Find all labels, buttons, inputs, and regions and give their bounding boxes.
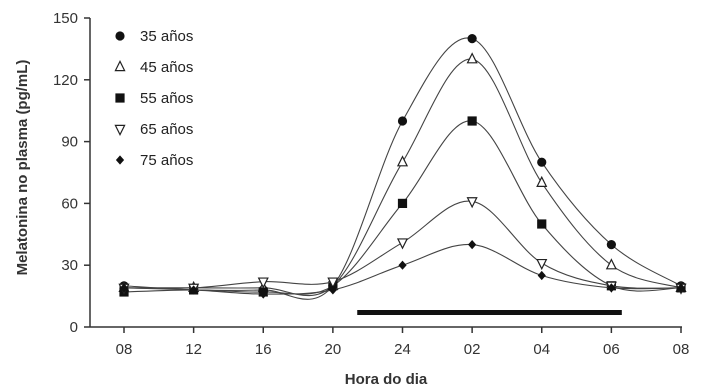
legend-item: 65 años — [114, 121, 193, 138]
data-point — [537, 157, 547, 167]
y-axis-title: Melatonina no plasma (pg/mL) — [14, 60, 31, 276]
data-point — [397, 116, 408, 126]
x-tick-label: 08 — [673, 341, 690, 358]
legend-label: 45 años — [140, 59, 193, 76]
data-point — [466, 197, 478, 209]
data-point — [119, 283, 129, 293]
y-tick-label: 0 — [70, 319, 78, 336]
data-point — [327, 277, 339, 289]
legend-label: 75 años — [140, 152, 193, 169]
data-point — [605, 258, 617, 270]
series-line — [123, 37, 682, 300]
legend-label: 55 años — [140, 90, 193, 107]
data-point — [607, 283, 616, 293]
x-axis-title: Hora do dia — [345, 371, 428, 388]
y-tick-label: 30 — [61, 257, 78, 274]
data-point — [257, 277, 269, 289]
series-line — [123, 120, 682, 295]
legend-marker — [115, 31, 125, 41]
series-5 — [119, 240, 686, 299]
y-tick-label: 120 — [53, 72, 78, 89]
legend-item: 35 años — [115, 28, 193, 45]
x-tick-label: 24 — [394, 341, 411, 358]
legend-marker — [114, 124, 126, 136]
legend-item: 55 años — [115, 90, 193, 107]
data-point — [467, 34, 477, 44]
legend-marker — [115, 155, 125, 165]
legend-item: 75 años — [115, 152, 193, 169]
data-point — [398, 260, 407, 270]
data-point — [676, 283, 686, 293]
data-point — [468, 240, 477, 250]
x-tick-label: 06 — [603, 341, 620, 358]
y-tick-label: 60 — [61, 195, 78, 212]
series-4 — [118, 197, 687, 295]
data-point — [189, 285, 198, 295]
data-point — [328, 285, 337, 295]
data-point — [536, 175, 548, 187]
x-tick-label: 08 — [116, 341, 133, 358]
x-tick-label: 12 — [185, 341, 202, 358]
data-point — [537, 219, 547, 229]
legend-label: 65 años — [140, 121, 193, 138]
x-tick-label: 04 — [533, 341, 550, 358]
data-point — [259, 289, 268, 299]
data-point — [396, 155, 409, 167]
data-point — [537, 270, 546, 281]
legend: 35 años 45 años 55 años 65 años 75 años — [114, 28, 193, 169]
data-point — [397, 198, 408, 208]
night-period-bar — [357, 310, 622, 315]
y-tick-label: 150 — [53, 10, 78, 27]
x-tick-label: 02 — [464, 341, 481, 358]
data-point — [466, 52, 478, 64]
legend-marker — [115, 93, 125, 103]
data-point — [536, 258, 548, 271]
data-point — [396, 238, 409, 250]
x-tick-label: 16 — [255, 341, 272, 358]
data-point — [606, 240, 616, 250]
series-1 — [119, 34, 686, 300]
legend-marker — [114, 60, 126, 72]
data-point — [467, 116, 477, 126]
x-tick-label: 20 — [325, 341, 342, 358]
legend-item: 45 años — [114, 59, 193, 76]
legend-label: 35 años — [140, 28, 193, 45]
y-tick-label: 90 — [61, 134, 78, 151]
series-2 — [118, 52, 687, 297]
series-line — [124, 58, 682, 297]
